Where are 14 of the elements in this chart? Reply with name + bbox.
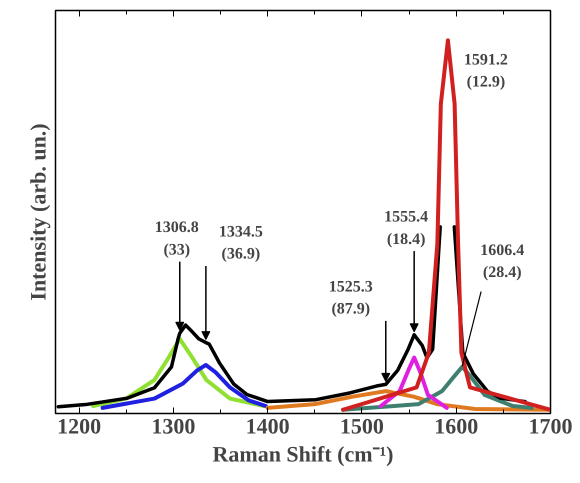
annotation: 1555.4 (18.4) <box>384 208 428 248</box>
x-tick-label: 1400 <box>246 414 290 438</box>
x-tick-label: 1700 <box>528 414 572 438</box>
annotation: 1591.2 (12.9) <box>464 51 508 90</box>
x-tick-label: 1600 <box>434 414 478 438</box>
x-tick-label: 1200 <box>57 414 102 438</box>
annotation: 1306.8 (33) <box>154 219 199 258</box>
x-tick-label: 1500 <box>340 414 384 438</box>
y-axis-title: Intensity (arb. un.) <box>26 123 50 301</box>
annotation: 1525.3 (87.9) <box>328 278 373 318</box>
x-axis-title: Raman Shift (cm⁻¹) <box>212 442 394 466</box>
annotation: 1334.5 (36.9) <box>218 224 263 263</box>
annotation: 1606.4 (28.4) <box>480 242 524 282</box>
x-tick-label: 1300 <box>151 414 196 438</box>
